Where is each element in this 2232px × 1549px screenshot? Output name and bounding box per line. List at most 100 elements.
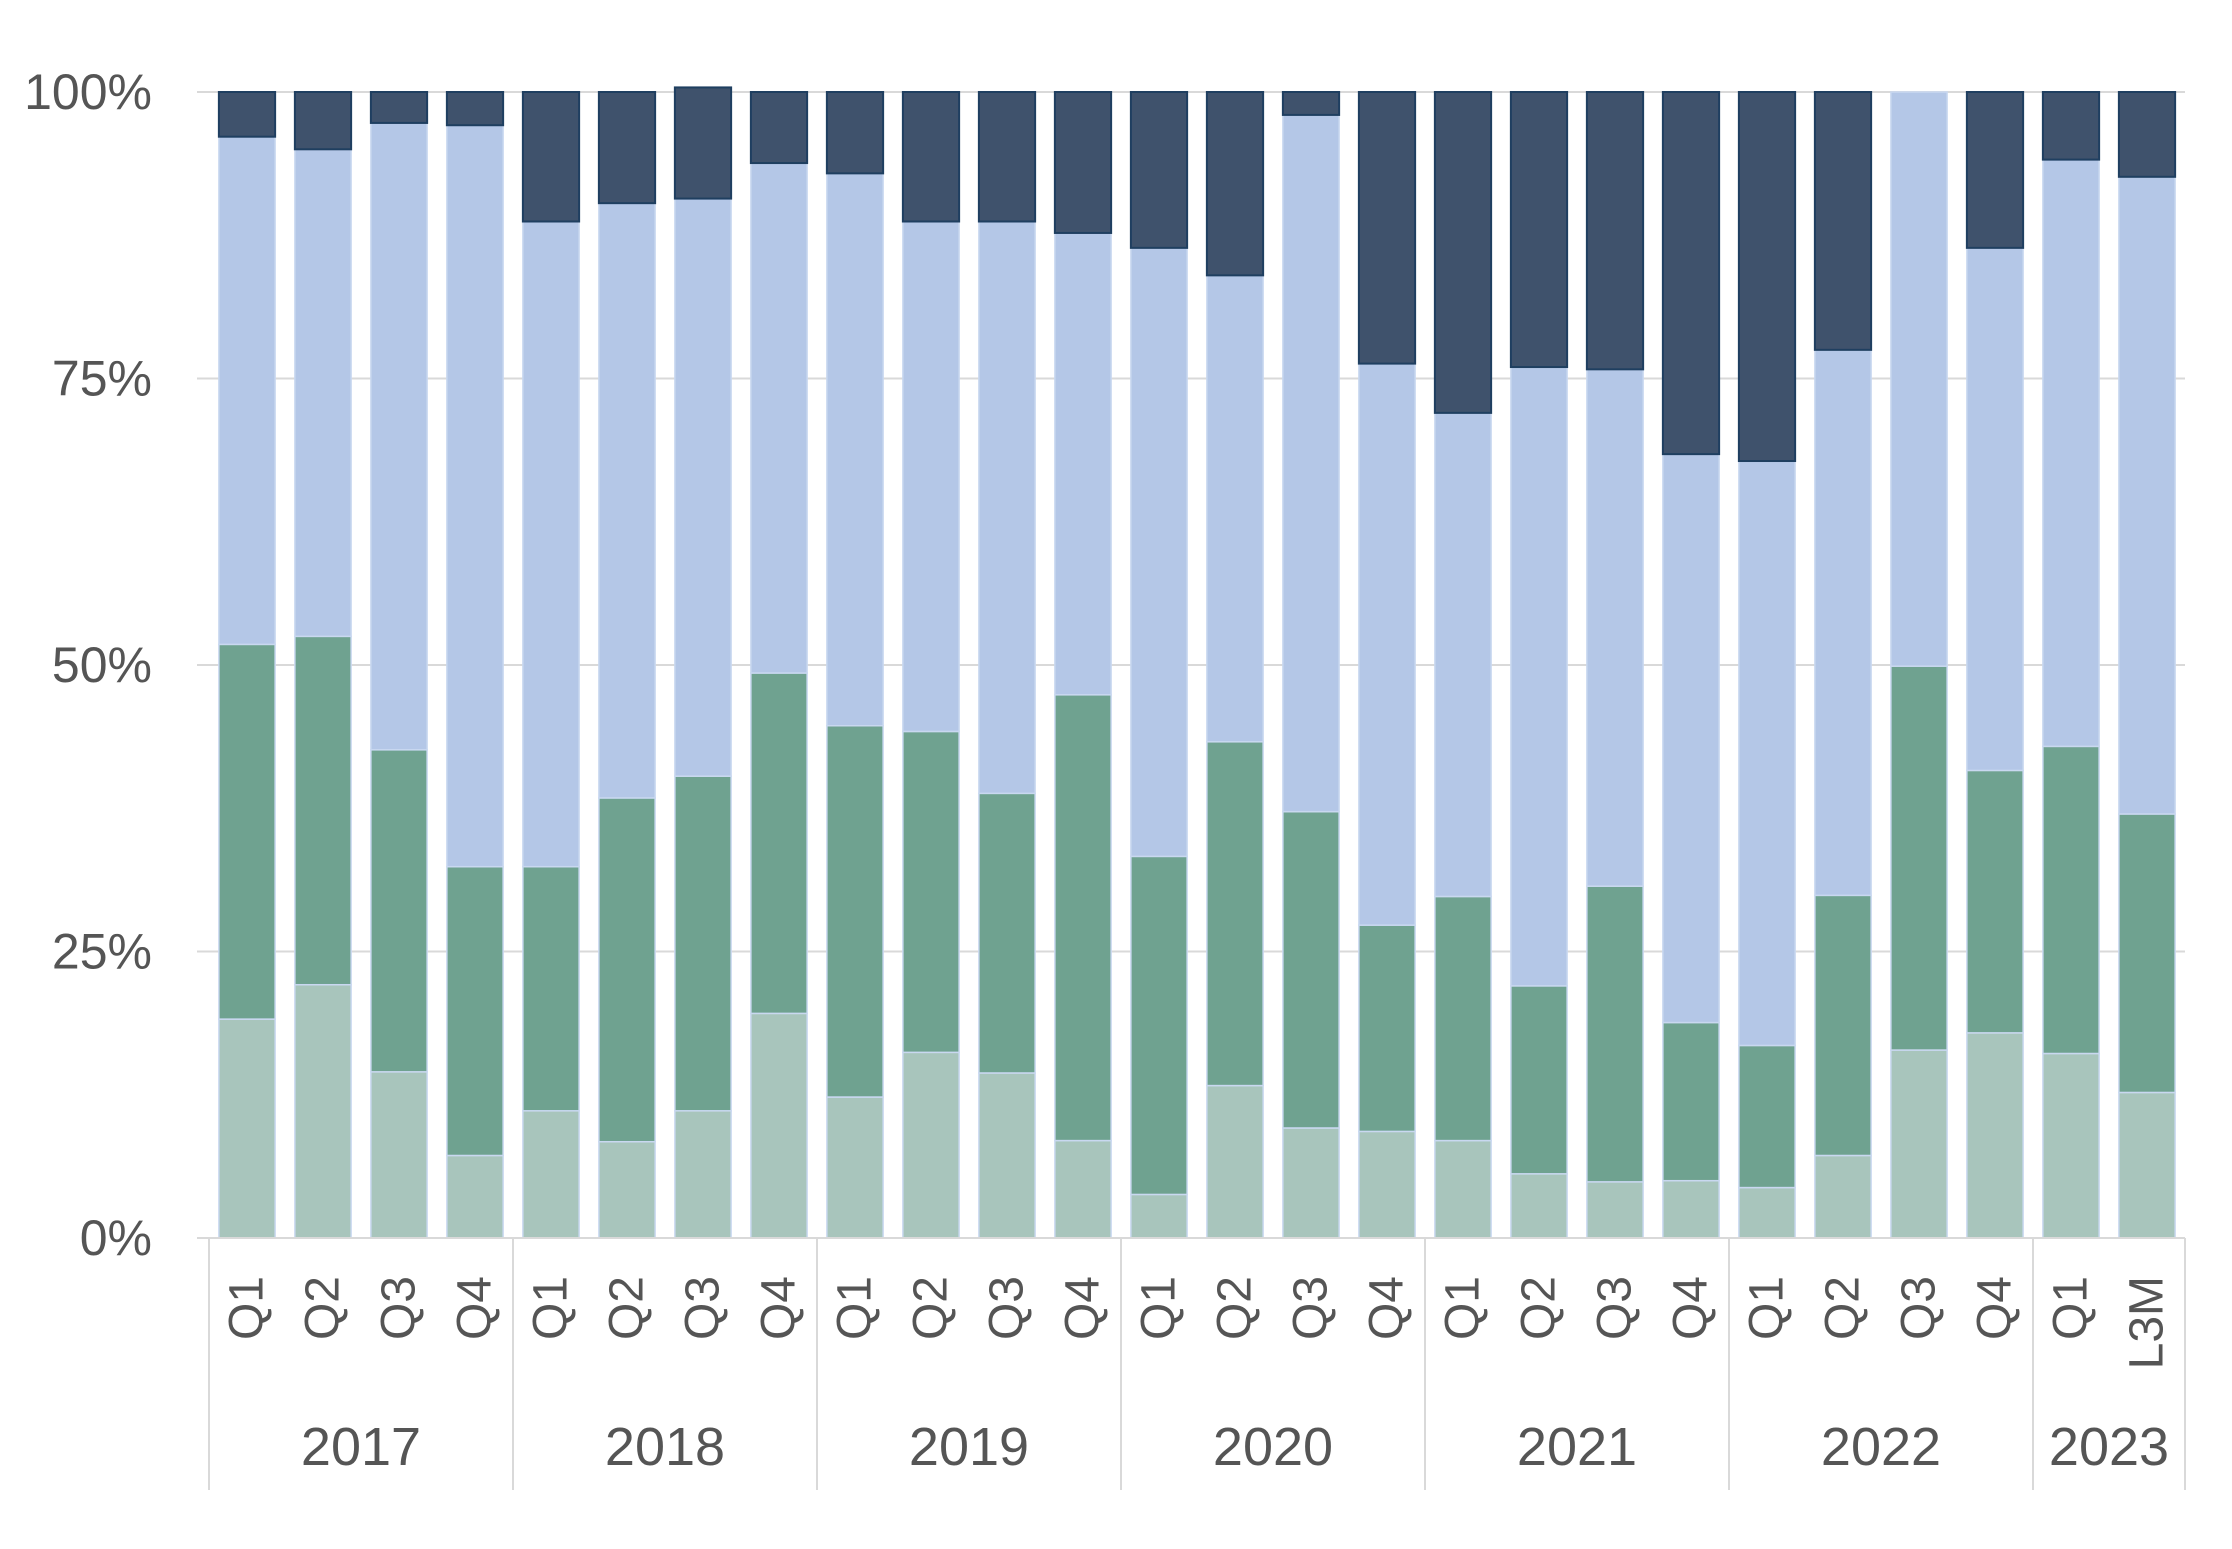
bar-segment-s2-24: [1966, 769, 2024, 1034]
x-group-label: 2021: [1517, 1417, 1637, 1477]
x-category-label: Q3: [981, 1276, 1034, 1340]
bar-segment-s3-3: [370, 122, 428, 751]
bar-segment-s2-26: [2118, 813, 2176, 1094]
bar-segment-s4-5: [521, 91, 581, 223]
bar-segment-s1-13: [1130, 1193, 1188, 1239]
bar-segment-s4-3: [369, 91, 429, 124]
bar-segment-s3-13: [1130, 247, 1188, 858]
bar-segment-s4-25: [2041, 91, 2101, 161]
bar-segment-s1-4: [446, 1154, 504, 1239]
x-category-label: Q4: [1969, 1276, 2022, 1340]
bar-segment-s2-16: [1358, 924, 1416, 1133]
bar-segment-s1-5: [522, 1110, 580, 1239]
x-group-label: 2022: [1821, 1417, 1941, 1477]
x-axis: Q1 Q2 Q3 Q4 Q1 Q2 Q3 Q4 Q1 Q2 Q3 Q4 Q1 Q2 Q3 Q4 Q1 Q2 Q3 Q4…: [208, 1237, 2186, 1490]
bar-segment-s1-7: [674, 1110, 732, 1239]
x-category-label: Q1: [1741, 1276, 1794, 1340]
bar-segment-s4-2: [293, 91, 353, 151]
x-category-label: Q2: [297, 1276, 350, 1340]
bar-segment-s2-5: [522, 865, 580, 1112]
bar-segment-s2-23: [1890, 665, 1948, 1051]
bar-segment-s4-10: [901, 91, 961, 223]
bar-segment-s3-1: [218, 135, 276, 646]
bar-segment-s3-19: [1586, 368, 1644, 887]
bar-segment-s3-14: [1206, 274, 1264, 743]
bar-segment-s2-3: [370, 749, 428, 1073]
x-category-label: Q2: [601, 1276, 654, 1340]
bar-segment-s3-6: [598, 202, 656, 799]
bar-segment-s2-19: [1586, 885, 1644, 1183]
bar-segment-s3-16: [1358, 362, 1416, 926]
bar-segment-s2-9: [826, 724, 884, 1098]
y-tick-label: 100%: [24, 64, 152, 120]
bar-segment-s1-24: [1966, 1032, 2024, 1239]
x-category-label: Q2: [1513, 1276, 1566, 1340]
bar-segment-s4-1: [217, 91, 277, 138]
x-category-label: Q1: [2045, 1276, 2098, 1340]
bar-segment-s2-6: [598, 797, 656, 1143]
bar-segment-s3-17: [1434, 412, 1492, 898]
x-category-label: Q3: [373, 1276, 426, 1340]
bar-segment-s2-20: [1662, 1021, 1720, 1182]
x-group-label: 2020: [1213, 1417, 1333, 1477]
x-group-label: 2017: [301, 1417, 421, 1477]
bar-segment-s3-24: [1966, 247, 2024, 772]
bar-segment-s3-4: [446, 124, 504, 868]
bar-segment-s2-22: [1814, 894, 1872, 1157]
x-category-label: Q1: [525, 1276, 578, 1340]
bar-segment-s4-11: [977, 91, 1037, 223]
bar-segment-s1-21: [1738, 1186, 1796, 1239]
bar-segment-s1-18: [1510, 1173, 1568, 1239]
x-category-label: Q3: [1893, 1276, 1946, 1340]
bar-segment-s3-21: [1738, 460, 1796, 1047]
bar-segment-s4-18: [1509, 91, 1569, 369]
bar-segment-s1-9: [826, 1096, 884, 1239]
bar-segment-s2-4: [446, 865, 504, 1157]
bar-segment-s2-13: [1130, 855, 1188, 1196]
bar-segment-s3-5: [522, 220, 580, 868]
bar-segment-s2-25: [2042, 745, 2100, 1055]
bar-segment-s4-9: [825, 91, 885, 175]
bar-segment-s1-20: [1662, 1179, 1720, 1239]
bar-segment-s1-14: [1206, 1084, 1264, 1239]
bar-segment-s1-3: [370, 1071, 428, 1239]
bar-segment-s1-8: [750, 1012, 808, 1239]
bar-segment-s1-16: [1358, 1130, 1416, 1239]
bar-segment-s4-13: [1129, 91, 1189, 249]
bar-segment-s4-17: [1433, 91, 1493, 414]
bar-segment-s3-11: [978, 220, 1036, 795]
x-category-label: Q1: [829, 1276, 882, 1340]
bar-segment-s1-19: [1586, 1181, 1644, 1239]
bar-segment-s4-26: [2117, 91, 2177, 178]
bar-segment-s2-11: [978, 792, 1036, 1074]
x-category-label: Q4: [1057, 1276, 1110, 1340]
bar-segment-s3-15: [1282, 114, 1340, 813]
bar-segment-s4-6: [597, 91, 657, 205]
x-category-label: L3M: [2121, 1276, 2174, 1369]
x-category-label: Q4: [753, 1276, 806, 1340]
x-group-label: 2018: [605, 1417, 725, 1477]
bar-segment-s2-17: [1434, 895, 1492, 1142]
y-tick-label: 0%: [80, 1210, 152, 1266]
bar-segment-s3-10: [902, 220, 960, 733]
y-tick-label: 25%: [52, 924, 152, 980]
bar-segment-s4-4: [445, 91, 505, 127]
bar-segment-s1-22: [1814, 1154, 1872, 1239]
bar-segment-s1-25: [2042, 1052, 2100, 1239]
bar-segment-s4-14: [1205, 91, 1265, 277]
x-category-label: Q4: [1361, 1276, 1414, 1340]
x-group-label: 2019: [909, 1417, 1029, 1477]
bar-segment-s4-8: [749, 91, 809, 165]
bar-segment-s2-14: [1206, 741, 1264, 1087]
bar-segment-s4-7: [673, 86, 733, 200]
bar-segment-s1-11: [978, 1072, 1036, 1239]
bar-segment-s3-8: [750, 162, 808, 674]
x-category-label: Q1: [1133, 1276, 1186, 1340]
x-category-label: Q3: [1589, 1276, 1642, 1340]
bar-segment-s2-21: [1738, 1044, 1796, 1189]
bars: [217, 86, 2177, 1239]
bar-segment-s3-25: [2042, 158, 2100, 748]
bar-segment-s2-12: [1054, 694, 1112, 1142]
bar-segment-s4-20: [1661, 91, 1721, 456]
